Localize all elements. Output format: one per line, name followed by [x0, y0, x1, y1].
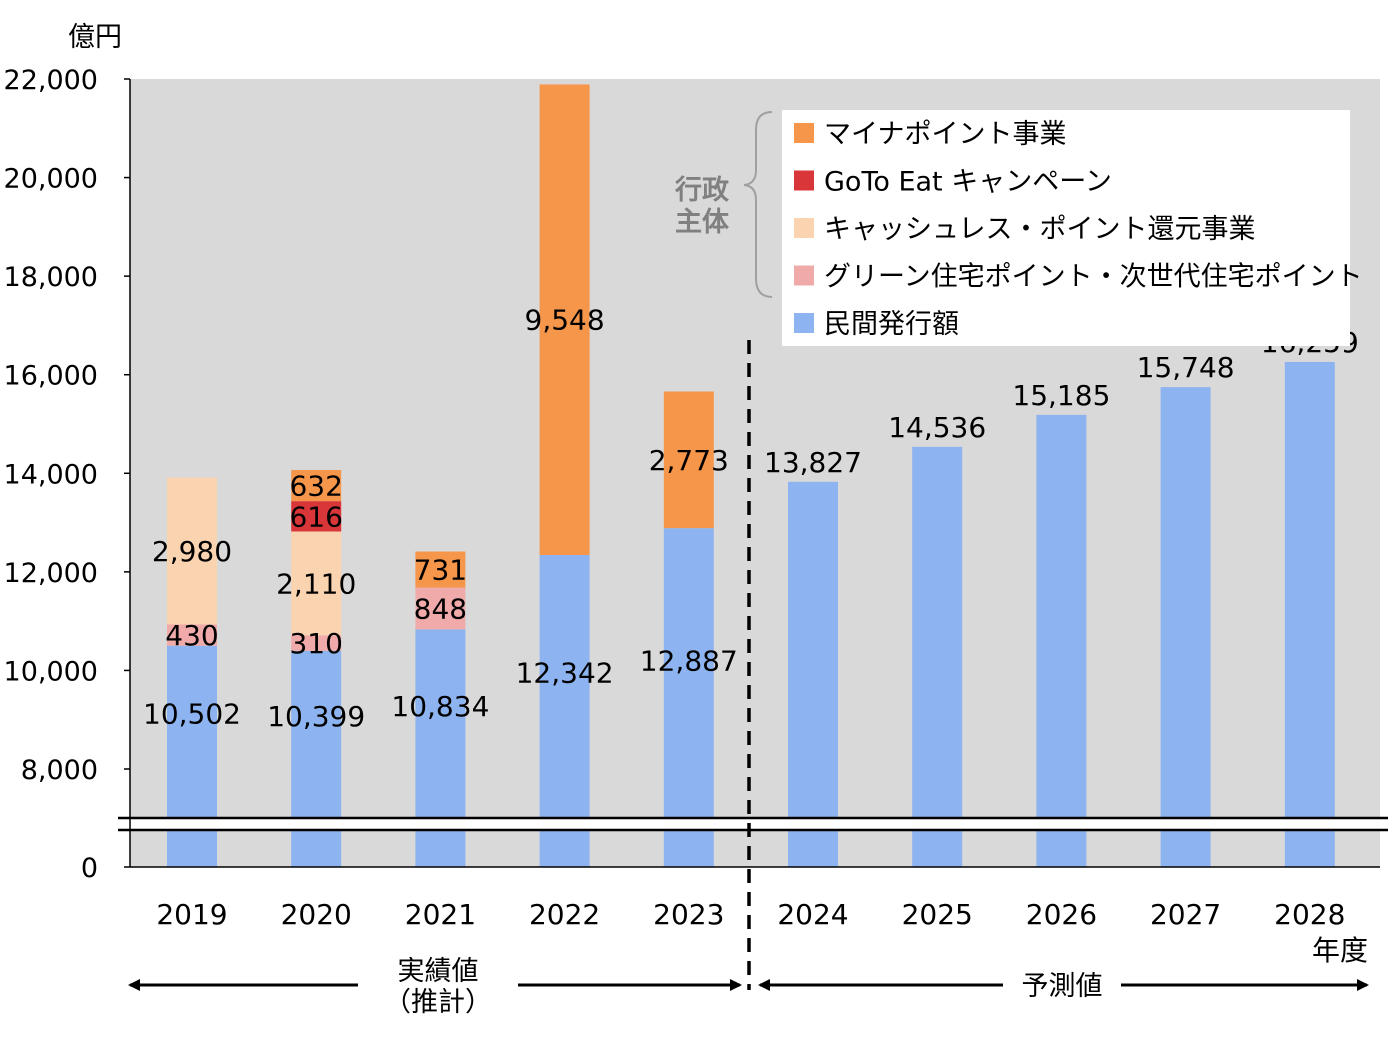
bar-segment — [663, 391, 714, 529]
y-tick-label: 14,000 — [4, 459, 98, 490]
bar-segment — [539, 555, 590, 867]
bar-segment — [912, 446, 963, 867]
y-tick-label: 8,000 — [21, 755, 98, 786]
axis-break-band — [118, 818, 1388, 830]
legend-swatch — [794, 123, 814, 143]
bar-value-label: 616 — [289, 500, 342, 533]
bar-segment — [167, 624, 217, 646]
legend-swatch — [794, 170, 814, 191]
bar-value-label: 12,342 — [516, 657, 614, 690]
forecast-period-label-bg — [1003, 968, 1121, 1002]
bar-value-label: 10,834 — [391, 690, 489, 723]
x-tick-label: 2025 — [902, 898, 973, 931]
y-tick-label: 0 — [81, 853, 98, 884]
legend-swatch — [794, 265, 814, 286]
bar-segment — [788, 481, 838, 867]
x-tick-label: 2020 — [281, 898, 352, 931]
y-ticks: 22,000 20,000 18,000 16,000 14,000 12,000 10,0… — [4, 65, 130, 884]
bar-value-label: 13,827 — [764, 446, 862, 479]
bar-segment — [1036, 414, 1087, 867]
bar-value-label: 2,110 — [276, 567, 356, 600]
actual-period-label-line2: （推計） — [384, 987, 492, 1018]
x-tick-label: 2021 — [405, 898, 476, 931]
forecast-period-label: 予測値 — [1022, 971, 1103, 1002]
legend-bracket — [743, 111, 773, 298]
y-unit: 億円 — [68, 22, 122, 53]
bar-value-label: 12,887 — [640, 645, 738, 678]
legend-box — [782, 110, 1350, 346]
bar-value-label: 2,773 — [649, 444, 729, 477]
y-tick-label: 22,000 — [4, 65, 98, 96]
legend-entry: マイナポイント事業 — [824, 119, 1066, 150]
bar-segment — [291, 635, 342, 651]
bar-segment — [663, 528, 714, 867]
x-tick-label: 2024 — [777, 898, 848, 931]
bar-segment — [1284, 361, 1335, 867]
x-tick-label: 2027 — [1150, 898, 1221, 931]
bar-segment — [415, 551, 466, 588]
x-tick-label: 2022 — [529, 898, 600, 931]
actual-period-label-bg — [358, 955, 518, 1017]
bar-value-label: 10,502 — [143, 698, 241, 731]
x-tick-label: 2026 — [1026, 898, 1097, 931]
legend-entry: 民間発行額 — [824, 309, 959, 340]
bar-value-label: 15,748 — [1137, 351, 1235, 384]
y-tick-label: 20,000 — [4, 164, 98, 195]
y-tick-label: 18,000 — [4, 262, 98, 293]
bar-value-label: 15,185 — [1012, 379, 1110, 412]
y-tick-label: 16,000 — [4, 361, 98, 392]
bar-segment — [291, 650, 342, 867]
bar-value-label: 14,536 — [888, 411, 986, 444]
bar-value-label: 2,980 — [152, 535, 232, 568]
bar-segment — [1160, 387, 1211, 867]
y-tick-label: 12,000 — [4, 558, 98, 589]
bar-value-label: 430 — [165, 619, 218, 652]
bar-segment — [415, 587, 466, 630]
legend-entry: GoTo Eat キャンペーン — [824, 167, 1112, 198]
legend-entry: グリーン住宅ポイント・次世代住宅ポイント — [824, 262, 1363, 293]
bracket-label-line2: 主体 — [675, 207, 730, 238]
bar-segment — [167, 477, 217, 625]
x-labels: 2019 2020 2021 2022 2023 2024 2025 2026 2027 2028 — [156, 898, 1345, 931]
bar-segment — [291, 469, 342, 502]
legend: マイナポイント事業 GoTo Eat キャンペーンキャッシュレス・ポイント還元事業… — [782, 110, 1363, 346]
legend-swatch — [794, 218, 814, 238]
bar-segment — [415, 629, 466, 867]
y-tick-label: 10,000 — [4, 656, 98, 687]
bar-value-label: 9,548 — [525, 304, 605, 337]
bar-value-label: 310 — [289, 627, 342, 660]
x-tick-label: 2023 — [653, 898, 724, 931]
bar-value-label: 731 — [414, 554, 467, 587]
legend-entry: キャッシュレス・ポイント還元事業 — [824, 214, 1255, 245]
bar-value-label: 632 — [289, 470, 342, 503]
x-tick-label: 2028 — [1274, 898, 1345, 931]
bar-value-label: 848 — [414, 592, 467, 625]
bar-segment — [167, 645, 217, 867]
bracket-label-line1: 行政 — [674, 174, 729, 206]
x-tick-label: 2019 — [156, 898, 227, 931]
bar-value-label: 10,399 — [267, 700, 365, 733]
bar-segment — [291, 501, 342, 532]
bar-segment — [539, 84, 590, 556]
x-unit: 年度 — [1312, 934, 1368, 967]
actual-period-label-line1: 実績値 — [398, 956, 479, 987]
legend-swatch — [794, 313, 814, 333]
bar-segment — [291, 531, 342, 636]
